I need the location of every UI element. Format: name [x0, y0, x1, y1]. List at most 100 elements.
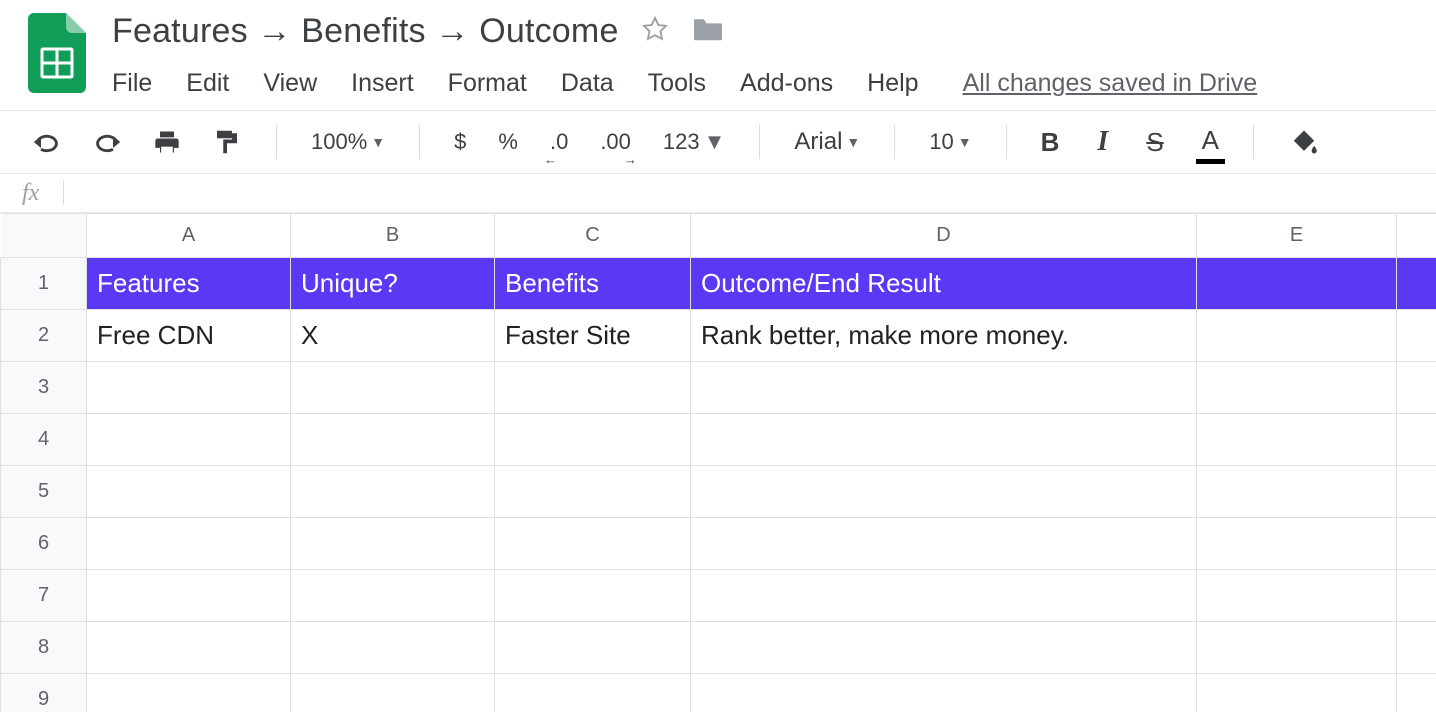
cell[interactable] — [1397, 570, 1436, 622]
cell-D1[interactable]: Outcome/End Result — [691, 258, 1197, 310]
decrease-decimal-button[interactable]: .0← — [546, 127, 572, 157]
menu-insert[interactable]: Insert — [351, 69, 414, 98]
cell[interactable] — [1397, 258, 1436, 310]
cell-E7[interactable] — [1197, 570, 1397, 622]
cell-D3[interactable] — [691, 362, 1197, 414]
cell-B7[interactable] — [291, 570, 495, 622]
cell-C2[interactable]: Faster Site — [495, 310, 691, 362]
print-icon[interactable] — [148, 126, 186, 158]
cell-C6[interactable] — [495, 518, 691, 570]
formula-input[interactable] — [88, 182, 1414, 205]
menu-file[interactable]: File — [112, 69, 152, 98]
move-folder-icon[interactable] — [691, 15, 725, 48]
cell-D7[interactable] — [691, 570, 1197, 622]
col-header-C[interactable]: C — [495, 214, 691, 258]
cell-B3[interactable] — [291, 362, 495, 414]
menu-edit[interactable]: Edit — [186, 69, 229, 98]
strikethrough-button[interactable]: S — [1142, 125, 1167, 160]
cell-D8[interactable] — [691, 622, 1197, 674]
cell[interactable] — [1397, 466, 1436, 518]
col-header-D[interactable]: D — [691, 214, 1197, 258]
cell[interactable] — [1397, 622, 1436, 674]
cell-C8[interactable] — [495, 622, 691, 674]
cell-C3[interactable] — [495, 362, 691, 414]
col-header-E[interactable]: E — [1197, 214, 1397, 258]
cell-E4[interactable] — [1197, 414, 1397, 466]
cell-C9[interactable] — [495, 674, 691, 712]
row-header[interactable]: 8 — [1, 622, 87, 674]
cell-B9[interactable] — [291, 674, 495, 712]
cell-B6[interactable] — [291, 518, 495, 570]
row-header[interactable]: 1 — [1, 258, 87, 310]
font-size-dropdown[interactable]: 10 ▼ — [925, 127, 975, 157]
cell-A1[interactable]: Features — [87, 258, 291, 310]
cell-C1[interactable]: Benefits — [495, 258, 691, 310]
row-header[interactable]: 6 — [1, 518, 87, 570]
select-all-corner[interactable] — [1, 214, 87, 258]
cell-D9[interactable] — [691, 674, 1197, 712]
format-percent-button[interactable]: % — [494, 127, 522, 157]
cell-D6[interactable] — [691, 518, 1197, 570]
star-icon[interactable] — [641, 15, 669, 48]
cell[interactable] — [1397, 362, 1436, 414]
cell-E9[interactable] — [1197, 674, 1397, 712]
bold-button[interactable]: B — [1037, 125, 1064, 160]
cell-D5[interactable] — [691, 466, 1197, 518]
cell-A6[interactable] — [87, 518, 291, 570]
menu-addons[interactable]: Add-ons — [740, 69, 833, 98]
paint-format-icon[interactable] — [208, 125, 246, 159]
cell-A5[interactable] — [87, 466, 291, 518]
text-color-button[interactable]: A — [1198, 123, 1223, 162]
menu-view[interactable]: View — [263, 69, 317, 98]
cell-A8[interactable] — [87, 622, 291, 674]
menu-format[interactable]: Format — [448, 69, 527, 98]
row-header[interactable]: 2 — [1, 310, 87, 362]
cell-E5[interactable] — [1197, 466, 1397, 518]
cell-B2[interactable]: X — [291, 310, 495, 362]
cell[interactable] — [1397, 518, 1436, 570]
cell-C4[interactable] — [495, 414, 691, 466]
increase-decimal-button[interactable]: .00→ — [596, 127, 635, 157]
cell-D2[interactable]: Rank better, make more money. — [691, 310, 1197, 362]
cell-C7[interactable] — [495, 570, 691, 622]
more-formats-dropdown[interactable]: 123 ▼ — [659, 127, 730, 157]
row-header[interactable]: 5 — [1, 466, 87, 518]
format-currency-button[interactable]: $ — [450, 127, 470, 157]
cell-E3[interactable] — [1197, 362, 1397, 414]
redo-icon[interactable] — [88, 128, 126, 156]
cell-A3[interactable] — [87, 362, 291, 414]
cell-E1[interactable] — [1197, 258, 1397, 310]
undo-icon[interactable] — [28, 128, 66, 156]
cell-A7[interactable] — [87, 570, 291, 622]
menu-data[interactable]: Data — [561, 69, 614, 98]
row-header[interactable]: 3 — [1, 362, 87, 414]
cell[interactable] — [1397, 310, 1436, 362]
doc-title[interactable]: Features → Benefits → Outcome — [112, 12, 619, 51]
cell-E2[interactable] — [1197, 310, 1397, 362]
col-header-B[interactable]: B — [291, 214, 495, 258]
fill-color-button[interactable] — [1284, 126, 1324, 158]
cell-A4[interactable] — [87, 414, 291, 466]
cell[interactable] — [1397, 414, 1436, 466]
cell-D4[interactable] — [691, 414, 1197, 466]
menu-help[interactable]: Help — [867, 69, 918, 98]
col-header-F[interactable] — [1397, 214, 1436, 258]
cell-E8[interactable] — [1197, 622, 1397, 674]
zoom-dropdown[interactable]: 100% ▼ — [307, 127, 389, 157]
cell[interactable] — [1397, 674, 1436, 712]
cell-B8[interactable] — [291, 622, 495, 674]
cell-B5[interactable] — [291, 466, 495, 518]
cell-A2[interactable]: Free CDN — [87, 310, 291, 362]
menu-tools[interactable]: Tools — [648, 69, 706, 98]
row-header[interactable]: 7 — [1, 570, 87, 622]
cell-A9[interactable] — [87, 674, 291, 712]
cell-B4[interactable] — [291, 414, 495, 466]
row-header[interactable]: 4 — [1, 414, 87, 466]
font-family-dropdown[interactable]: Arial ▼ — [790, 126, 864, 158]
col-header-A[interactable]: A — [87, 214, 291, 258]
italic-button[interactable]: I — [1093, 124, 1112, 160]
row-header[interactable]: 9 — [1, 674, 87, 712]
cell-C5[interactable] — [495, 466, 691, 518]
cell-B1[interactable]: Unique? — [291, 258, 495, 310]
cell-E6[interactable] — [1197, 518, 1397, 570]
